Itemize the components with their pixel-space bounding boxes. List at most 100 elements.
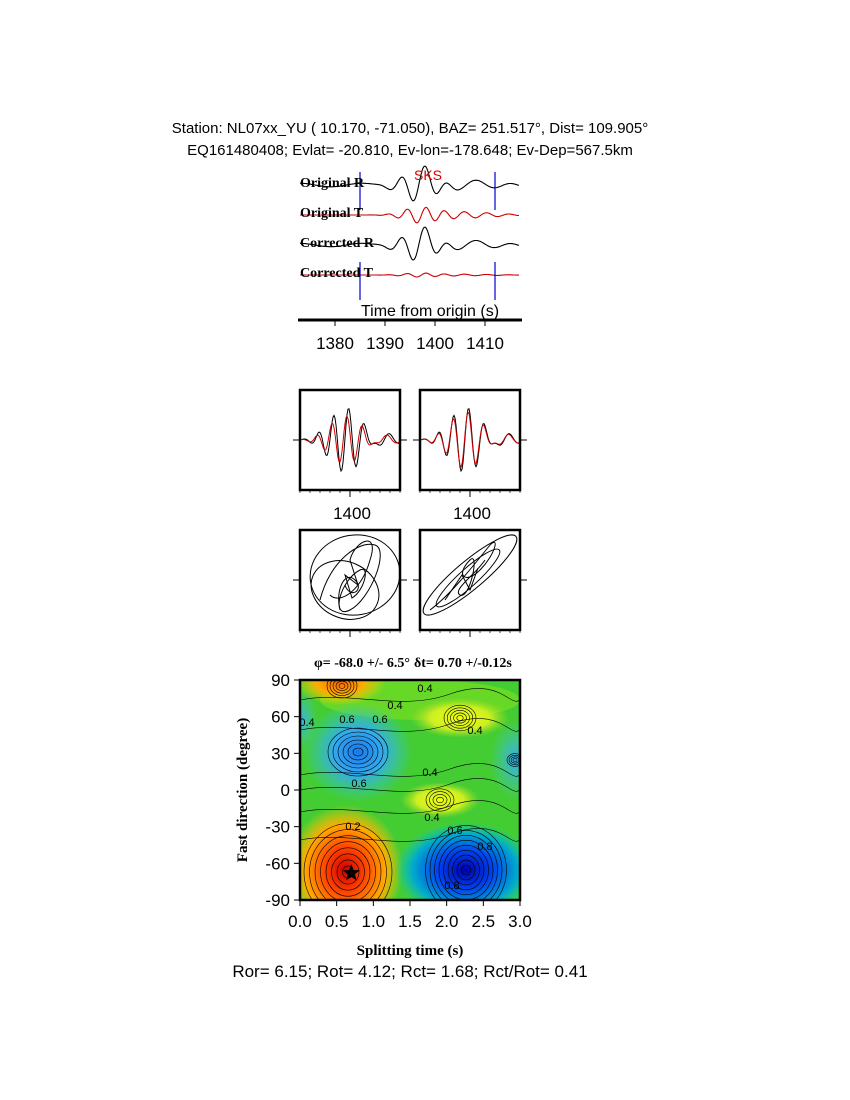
heatmap-x-tick-label: 3.0 — [508, 912, 532, 931]
contour-line — [429, 830, 503, 900]
heatmap-y-tick-label: -30 — [265, 818, 290, 837]
contour-line — [461, 864, 471, 876]
grid-search-heatmap: φ= -68.0 +/- 6.5° δt= 0.70 +/-0.12s 0.2 0… — [235, 656, 532, 959]
contour-line — [300, 718, 520, 732]
contour-line — [432, 794, 448, 806]
heatmap-x-tick-label: 1.0 — [362, 912, 386, 931]
contour-line — [443, 844, 489, 896]
contour-label: 0.4 — [417, 683, 432, 695]
heatmap-x-axis-label: Splitting time (s) — [357, 943, 464, 959]
figure-header: Station: NL07xx_YU ( 10.170, -71.050), B… — [0, 118, 820, 162]
heatmap-y-tick-label: 60 — [271, 708, 290, 727]
contour-line — [337, 735, 379, 769]
trace-corrected-r — [300, 226, 520, 261]
trace-original-t — [300, 206, 519, 224]
particle-motion-original — [309, 534, 400, 620]
trace-tick-label-1400: 1400 — [416, 334, 454, 353]
trace-label-original-r: Original R — [300, 176, 365, 191]
heatmap-y-tick-label: 0 — [281, 781, 290, 800]
contour-line — [506, 753, 520, 767]
heatmap-y-tick-label: 90 — [271, 671, 290, 690]
waveform-slow-component — [300, 414, 400, 463]
heatmap-x-tick-label: 0.5 — [325, 912, 349, 931]
heatmap-x-tick-label: 2.0 — [435, 912, 459, 931]
contour-line — [434, 835, 498, 900]
contour-label: 0.4 — [424, 812, 439, 824]
contour-label: 0.8 — [444, 880, 459, 892]
waveform-slow-component — [420, 411, 520, 469]
heatmap-y-tick-label: 30 — [271, 744, 290, 763]
contour-line — [352, 747, 364, 757]
trace-tick-label-1380: 1380 — [316, 334, 354, 353]
contour-line — [332, 731, 384, 773]
waveform-panels: 1400 1400 — [293, 388, 527, 523]
contour-label: 0.6 — [372, 714, 387, 726]
trace-label-corrected-t: Corrected T — [300, 266, 374, 281]
contour-line — [450, 709, 470, 726]
particle-motion-corrected — [422, 534, 518, 616]
waveform-panel-tick-label-right: 1400 — [453, 504, 491, 523]
contour-line — [325, 847, 371, 897]
contour-label: 0.4 — [422, 767, 437, 779]
contour-line — [309, 829, 387, 900]
particle-motion-frame-right — [418, 528, 522, 632]
contour-line — [347, 743, 369, 761]
heatmap-y-axis-label: Fast direction (degree) — [235, 718, 251, 862]
contour-label: 0.8 — [477, 841, 492, 853]
waveform-panel-corrected — [420, 408, 520, 473]
best-fit-star-marker — [342, 864, 360, 881]
trace-time-axis-title: Time from origin (s) — [361, 303, 499, 320]
contour-line — [329, 680, 355, 696]
trace-tick-label-1390: 1390 — [366, 334, 404, 353]
contour-line — [342, 739, 374, 765]
waveform-panel-tick-label-left: 1400 — [333, 504, 371, 523]
contour-line — [456, 859, 476, 881]
contour-line — [436, 796, 444, 804]
contour-line — [425, 825, 507, 900]
contour-line — [300, 778, 520, 792]
contour-label: 0.2 — [345, 821, 360, 833]
contour-line — [332, 680, 352, 694]
contour-line — [327, 727, 389, 777]
trace-tick-label-1410: 1410 — [466, 334, 504, 353]
contour-label: 0.6 — [339, 714, 354, 726]
contour-line — [300, 828, 520, 842]
waveform-fast-component — [300, 408, 400, 473]
contour-line — [300, 763, 520, 777]
contour-line — [338, 683, 346, 689]
sks-phase-label: SKS — [414, 167, 442, 183]
contour-line — [453, 712, 467, 724]
heatmap-title-dt: δt= 0.70 +/-0.12s — [414, 656, 512, 671]
trace-label-original-t: Original T — [300, 206, 364, 221]
contour-line — [320, 841, 376, 900]
contour-line — [447, 849, 485, 891]
contour-line — [429, 791, 451, 809]
contour-line — [303, 823, 393, 900]
heatmap-y-tick-label: -90 — [265, 891, 290, 910]
trace-corrected-t — [300, 272, 519, 278]
contour-line — [443, 704, 477, 732]
contour-label: 0.4 — [467, 725, 482, 737]
heatmap-y-tick-label: -60 — [265, 854, 290, 873]
contour-label: 0.4 — [299, 717, 314, 729]
contour-line — [331, 853, 365, 891]
trace-label-corrected-r: Corrected R — [300, 236, 375, 251]
contour-line — [512, 758, 518, 762]
contour-line — [314, 835, 382, 900]
window-markers — [359, 172, 496, 300]
particle-motion-panels — [293, 528, 527, 637]
ratio-summary: Ror= 6.15; Rot= 4.12; Rct= 1.68; Rct/Rot… — [232, 962, 588, 981]
contour-line — [446, 707, 474, 729]
heatmap-x-tick-label: 1.5 — [398, 912, 422, 931]
contour-line — [326, 680, 358, 699]
station-info: Station: NL07xx_YU ( 10.170, -71.050), B… — [171, 120, 649, 137]
contour-line — [300, 688, 520, 702]
contour-label: 0.6 — [447, 825, 462, 837]
contour-line — [336, 859, 360, 885]
contour-line — [452, 854, 480, 886]
heatmap-x-tick-label: 0.0 — [288, 912, 312, 931]
event-info: EQ161480408; Evlat= -20.810, Ev-lon=-178… — [187, 142, 633, 159]
heatmap-x-tick-label: 2.5 — [472, 912, 496, 931]
contour-line — [300, 800, 520, 814]
